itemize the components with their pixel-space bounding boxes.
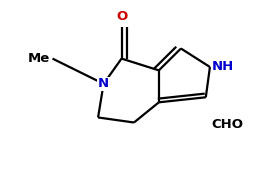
Text: CHO: CHO: [211, 118, 243, 131]
Text: Me: Me: [27, 52, 50, 65]
Text: N: N: [98, 77, 109, 90]
Text: NH: NH: [211, 61, 234, 74]
Text: O: O: [116, 10, 127, 23]
